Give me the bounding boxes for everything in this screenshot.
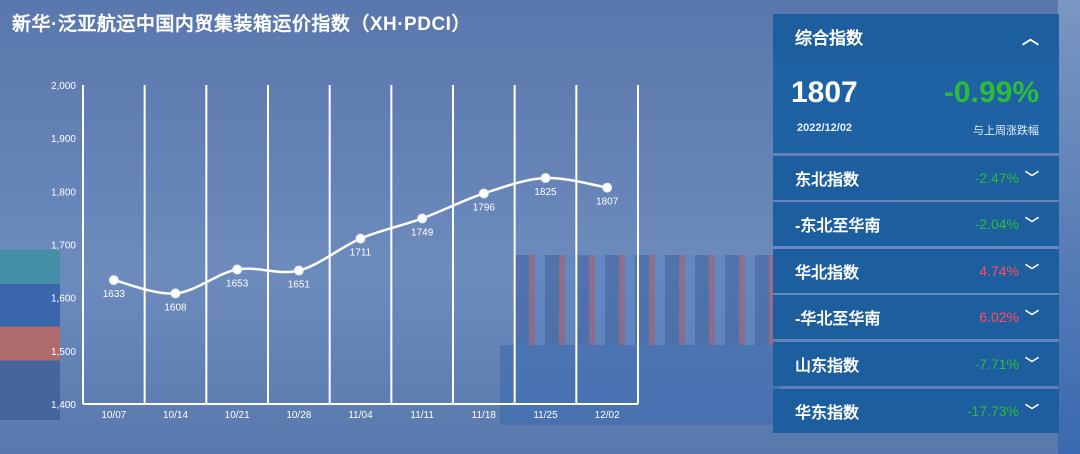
y-tick-label: 1,500 [51, 347, 76, 358]
summary-change: -0.99% [943, 76, 1039, 109]
x-tick-label: 10/07 [101, 410, 126, 421]
y-tick-label: 1,600 [51, 294, 76, 305]
index-row[interactable]: -华北至华南 6.02% ﹀ [773, 295, 1059, 340]
page-title: 新华·泛亚航运中国内贸集装箱运价指数（XH·PDCI） [12, 14, 471, 35]
background-photo-ship-containers [515, 255, 775, 345]
data-point [602, 182, 613, 193]
summary-header[interactable]: 综合指数 ︿ [773, 14, 1059, 58]
index-row-label: 华北指数 [795, 264, 860, 282]
data-point [170, 288, 181, 299]
y-tick-label: 1,800 [51, 187, 76, 198]
x-tick-label: 10/14 [163, 410, 188, 421]
x-tick-label: 11/25 [533, 410, 558, 421]
index-row[interactable]: -东北至华南 -2.04% ﹀ [773, 202, 1059, 247]
data-label: 1608 [164, 302, 187, 313]
data-point [478, 188, 489, 199]
summary-body: 1807 2022/12/02 -0.99% 与上周涨跌幅 [773, 58, 1059, 153]
summary-value: 1807 [791, 76, 858, 109]
data-label: 1807 [596, 197, 619, 208]
background-photo-ship-hull [500, 345, 780, 425]
x-tick-label: 11/11 [410, 410, 434, 421]
data-point [540, 173, 551, 184]
chevron-down-icon[interactable]: ﹀ [1025, 309, 1039, 326]
index-row-label: 山东指数 [795, 357, 860, 375]
summary-date: 2022/12/02 [797, 122, 853, 134]
data-label: 1653 [226, 278, 249, 289]
x-tick-label: 11/18 [472, 410, 497, 421]
y-tick-label: 1,900 [51, 134, 76, 145]
data-point [232, 264, 243, 275]
x-tick-label: 11/04 [348, 410, 373, 421]
data-label: 1825 [534, 187, 557, 198]
chevron-down-icon[interactable]: ﹀ [1025, 262, 1039, 279]
index-row[interactable]: 华东指数 -17.73% ﹀ [773, 388, 1059, 433]
summary-label: 综合指数 [795, 28, 863, 48]
index-row-value: -2.47% [974, 169, 1019, 186]
index-row-value: -2.04% [974, 216, 1019, 233]
background-photo-containers [0, 250, 60, 420]
index-row-value: -7.71% [974, 355, 1019, 372]
data-point [293, 265, 304, 276]
y-tick-label: 1,400 [51, 400, 76, 411]
index-row-label: 东北指数 [795, 171, 860, 189]
y-tick-label: 2,000 [51, 81, 76, 92]
index-row-value: 4.74% [979, 262, 1019, 279]
chevron-down-icon[interactable]: ﹀ [1025, 169, 1039, 186]
index-row-label: -东北至华南 [795, 218, 881, 236]
y-tick-label: 1,700 [51, 241, 76, 252]
chevron-down-icon[interactable]: ﹀ [1025, 355, 1039, 372]
chevron-down-icon[interactable]: ﹀ [1025, 216, 1039, 233]
data-label: 1633 [103, 289, 126, 300]
index-row[interactable]: 东北指数 -2.47% ﹀ [773, 155, 1059, 200]
x-tick-label: 10/21 [225, 410, 250, 421]
background-photo-edge [1058, 0, 1080, 454]
chevron-down-icon[interactable]: ﹀ [1025, 402, 1039, 419]
index-panel: 综合指数 ︿ 1807 2022/12/02 -0.99% 与上周涨跌幅 东北指… [773, 14, 1059, 433]
data-label: 1651 [288, 280, 311, 291]
index-row-value: 6.02% [979, 309, 1019, 326]
x-tick-label: 10/28 [286, 410, 311, 421]
data-point [108, 275, 119, 286]
data-label: 1749 [411, 227, 434, 238]
index-row-label: -华北至华南 [795, 311, 881, 329]
data-label: 1711 [350, 248, 372, 259]
data-point [417, 213, 428, 224]
index-row[interactable]: 华北指数 4.74% ﹀ [773, 248, 1059, 293]
x-tick-label: 12/02 [595, 410, 620, 421]
index-row-label: 华东指数 [795, 404, 860, 422]
summary-change-note: 与上周涨跌幅 [973, 125, 1039, 137]
data-label: 1796 [473, 202, 496, 213]
data-point [355, 233, 366, 244]
index-row[interactable]: 山东指数 -7.71% ﹀ [773, 341, 1059, 386]
chevron-up-icon[interactable]: ︿ [1022, 28, 1039, 48]
index-row-value: -17.73% [966, 402, 1019, 419]
